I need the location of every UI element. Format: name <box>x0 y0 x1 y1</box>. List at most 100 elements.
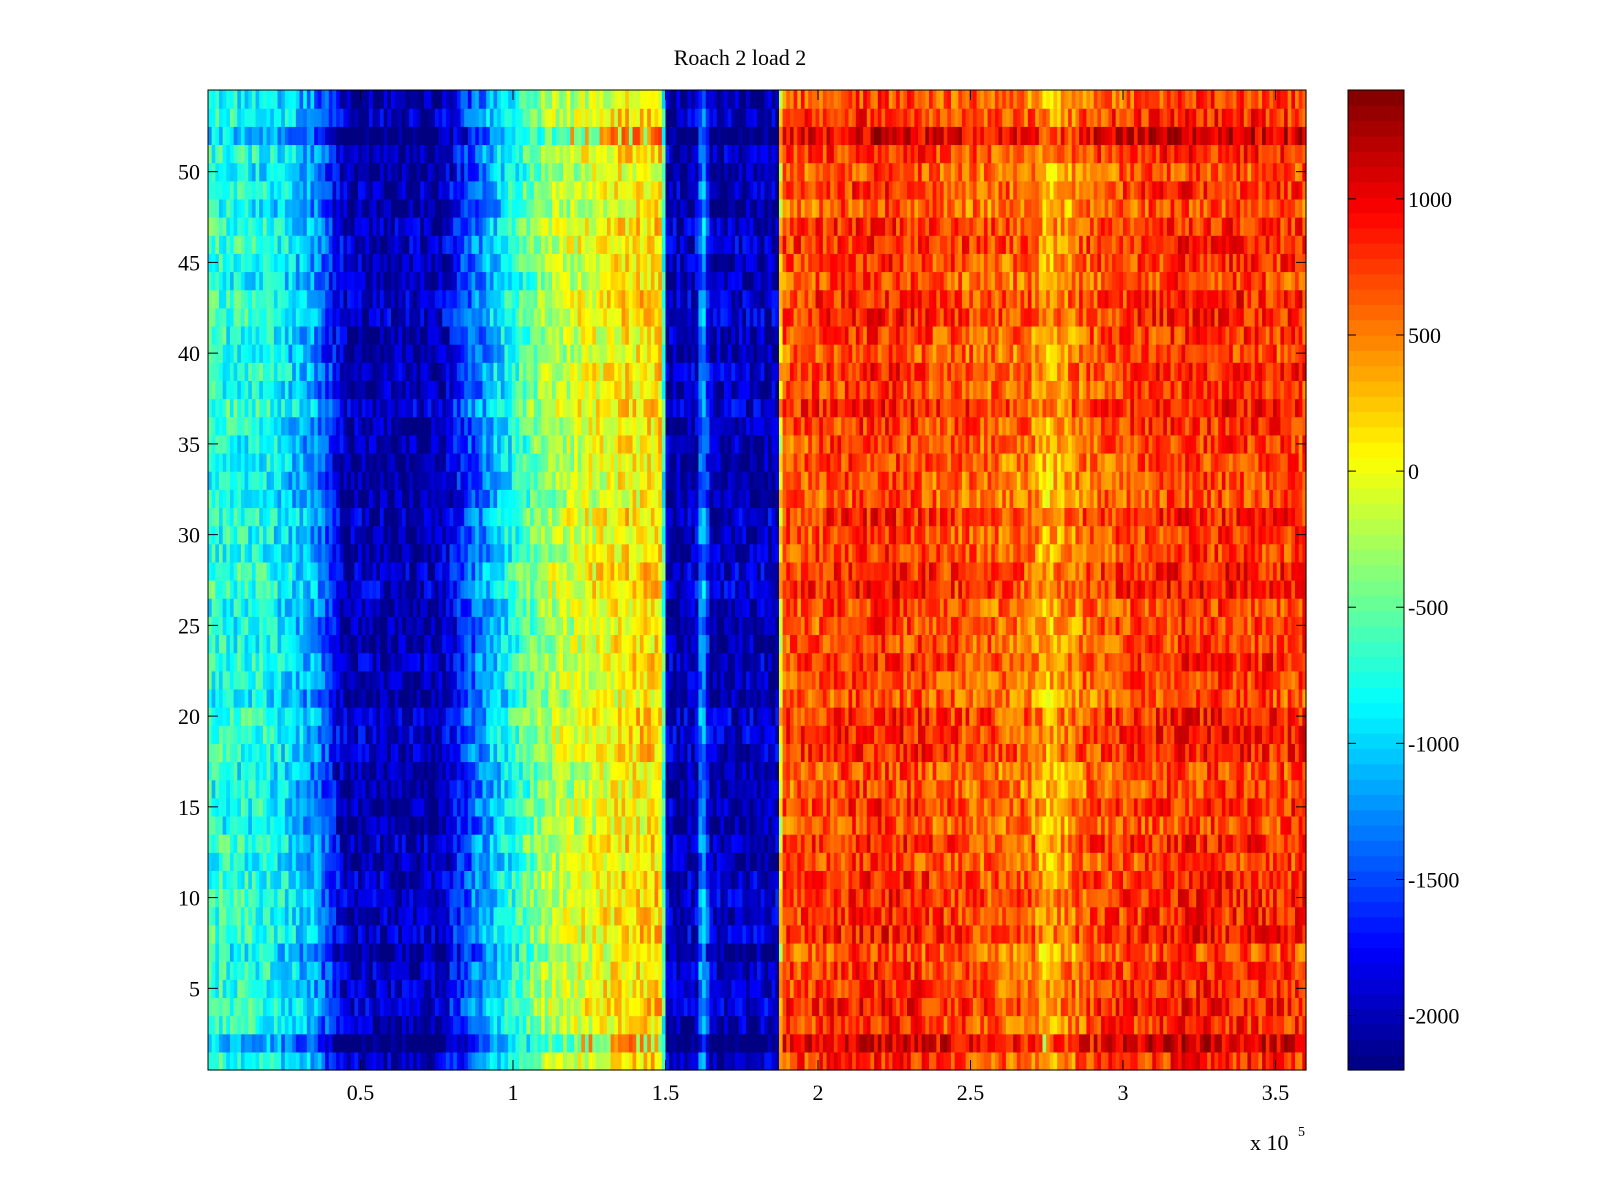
heatmap-cell <box>321 979 326 999</box>
heatmap-cell <box>1265 797 1270 817</box>
heatmap-cell <box>1053 942 1058 962</box>
heatmap-cell <box>233 815 238 835</box>
heatmap-cell <box>431 1015 436 1035</box>
heatmap-cell <box>1079 888 1084 908</box>
heatmap-cell <box>1196 779 1201 799</box>
heatmap-cell <box>303 924 308 944</box>
heatmap-cell <box>541 961 546 980</box>
heatmap-cell <box>907 834 912 853</box>
heatmap-cell <box>819 815 824 835</box>
heatmap-cell <box>595 942 601 962</box>
heatmap-cell <box>1002 779 1007 799</box>
heatmap-cell <box>358 997 363 1017</box>
heatmap-cell <box>760 906 765 926</box>
heatmap-cell <box>336 852 341 871</box>
heatmap-cell <box>1097 1051 1102 1071</box>
heatmap-cell <box>248 997 253 1017</box>
heatmap-cell <box>563 761 568 781</box>
heatmap-cell <box>848 779 853 799</box>
heatmap-cell <box>650 870 656 890</box>
heatmap-cell <box>1060 1051 1066 1071</box>
heatmap-cell <box>541 779 546 799</box>
heatmap-cell <box>1137 834 1142 853</box>
heatmap-cell <box>284 834 290 853</box>
heatmap-cell <box>647 779 652 799</box>
heatmap-cell <box>369 779 374 799</box>
heatmap-cell <box>1144 961 1150 980</box>
heatmap-cell <box>826 997 831 1017</box>
heatmap-cell <box>1093 852 1098 871</box>
heatmap-cell <box>1108 1033 1113 1053</box>
heatmap-cell <box>376 852 381 871</box>
heatmap-cell <box>1137 779 1142 799</box>
heatmap-cell <box>1064 870 1069 890</box>
heatmap-cell <box>877 961 883 980</box>
heatmap-cell <box>1148 888 1153 908</box>
heatmap-cell <box>932 815 937 835</box>
heatmap-cell <box>464 1033 469 1053</box>
heatmap-cell <box>1049 997 1055 1017</box>
heatmap-cell <box>262 942 268 962</box>
heatmap-cell <box>548 888 553 908</box>
heatmap-cell <box>1042 888 1047 908</box>
heatmap-cell <box>753 979 758 999</box>
heatmap-cell <box>581 997 586 1017</box>
heatmap-cell <box>661 870 667 890</box>
heatmap-cell <box>1163 888 1168 908</box>
heatmap-cell <box>1101 997 1106 1017</box>
heatmap-cell <box>815 888 820 908</box>
heatmap-cell <box>391 815 396 835</box>
heatmap-cell <box>387 906 392 926</box>
heatmap-cell <box>870 1033 875 1053</box>
heatmap-cell <box>866 1033 872 1053</box>
heatmap-cell <box>508 1015 513 1035</box>
heatmap-cell <box>1174 1051 1179 1071</box>
heatmap-cell <box>1280 779 1285 799</box>
heatmap-cell <box>921 870 926 890</box>
heatmap-cell <box>295 979 301 999</box>
heatmap-cell <box>1155 1015 1161 1035</box>
heatmap-cell <box>237 852 242 871</box>
heatmap-cell <box>244 888 249 908</box>
heatmap-cell <box>584 997 590 1017</box>
heatmap-cell <box>394 888 399 908</box>
heatmap-cell <box>1101 888 1106 908</box>
heatmap-cell <box>504 834 509 853</box>
heatmap-cell <box>720 870 725 890</box>
heatmap-cell <box>1086 888 1091 908</box>
heatmap-cell <box>1090 1051 1095 1071</box>
heatmap-cell <box>1203 797 1208 817</box>
heatmap-cell <box>1181 888 1186 908</box>
heatmap-cell <box>822 997 828 1017</box>
heatmap-cell <box>749 942 754 962</box>
heatmap-cell <box>347 834 352 853</box>
heatmap-cell <box>738 961 743 980</box>
heatmap-cell <box>1112 1015 1117 1035</box>
heatmap-cell <box>563 888 568 908</box>
heatmap-cell <box>336 924 341 944</box>
heatmap-cell <box>266 779 271 799</box>
heatmap-cell <box>1115 906 1120 926</box>
heatmap-cell <box>1009 906 1014 926</box>
heatmap-cell <box>735 924 740 944</box>
heatmap-cell <box>892 888 897 908</box>
heatmap-cell <box>1203 888 1208 908</box>
heatmap-cell <box>401 924 407 944</box>
heatmap-cell <box>603 942 608 962</box>
heatmap-cell <box>401 870 407 890</box>
heatmap-cell <box>757 870 762 890</box>
heatmap-cell <box>1243 979 1249 999</box>
heatmap-cell <box>1262 1033 1267 1053</box>
heatmap-cell <box>566 779 571 799</box>
heatmap-cell <box>449 942 454 962</box>
heatmap-cell <box>936 834 941 853</box>
heatmap-cell <box>786 888 791 908</box>
heatmap-cell <box>1108 870 1113 890</box>
heatmap-cell <box>617 942 623 962</box>
heatmap-cell <box>273 906 279 926</box>
heatmap-cell <box>1049 1015 1055 1035</box>
heatmap-cell <box>1287 779 1292 799</box>
heatmap-cell <box>804 1051 809 1071</box>
heatmap-cell <box>508 906 513 926</box>
heatmap-cell <box>661 834 667 853</box>
